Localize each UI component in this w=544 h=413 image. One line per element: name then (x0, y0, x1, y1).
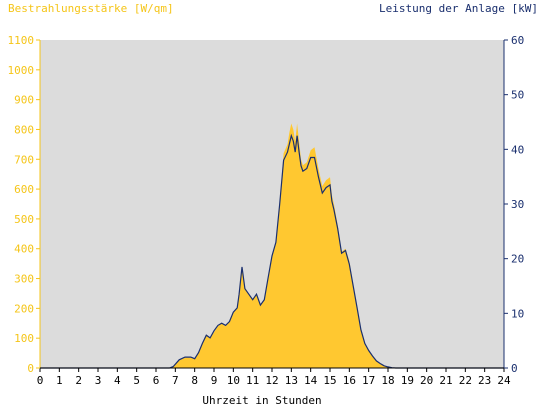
y-left-tick-label: 400 (14, 243, 34, 256)
x-tick-label: 13 (285, 374, 298, 387)
y-right-tick-label: 40 (511, 143, 524, 156)
right-axis-title: Leistung der Anlage [kW] (379, 2, 538, 15)
x-tick-label: 10 (227, 374, 240, 387)
y-left-tick-label: 800 (14, 123, 34, 136)
y-right-tick-label: 20 (511, 253, 524, 266)
x-tick-label: 12 (265, 374, 278, 387)
y-right-tick-label: 50 (511, 89, 524, 102)
series-line-power (40, 133, 504, 369)
y-left-tick-label: 0 (27, 362, 34, 375)
y-right-tick-label: 60 (511, 34, 524, 47)
x-tick-label: 7 (172, 374, 179, 387)
y-left-tick-label: 500 (14, 213, 34, 226)
left-axis-title: Bestrahlungsstärke [W/qm] (8, 2, 174, 15)
x-tick-label: 23 (478, 374, 491, 387)
x-tick-label: 20 (420, 374, 433, 387)
y-left-tick-label: 300 (14, 273, 34, 286)
y-left-tick-label: 200 (14, 302, 34, 315)
y-left-tick-label: 600 (14, 183, 34, 196)
x-tick-label: 24 (497, 374, 511, 387)
x-tick-label: 17 (362, 374, 375, 387)
y-right-tick-label: 30 (511, 198, 524, 211)
x-tick-label: 11 (246, 374, 259, 387)
y-left-tick-label: 900 (14, 94, 34, 107)
y-right-tick-label: 0 (511, 362, 518, 375)
y-left-tick-label: 100 (14, 332, 34, 345)
x-tick-label: 21 (439, 374, 452, 387)
x-tick-label: 4 (114, 374, 121, 387)
axes-layer: 0 1 2 3 4 5 6 7 8 9 10 11 12 13 14 15 16 17 18 19 20 21 22 23 24… (8, 34, 525, 387)
x-tick-label: 18 (381, 374, 394, 387)
y-left-tick-label: 700 (14, 153, 34, 166)
x-tick-label: 6 (153, 374, 160, 387)
x-tick-label: 2 (75, 374, 82, 387)
x-tick-label: 19 (401, 374, 414, 387)
x-tick-label: 5 (133, 374, 140, 387)
y-left-tick-label: 1100 (8, 34, 35, 47)
y-left-tick-label: 1000 (8, 64, 35, 77)
series-layer (40, 123, 504, 369)
x-tick-label: 22 (459, 374, 472, 387)
x-tick-label: 3 (95, 374, 102, 387)
x-axis-title: Uhrzeit in Stunden (202, 394, 321, 407)
x-tick-label: 1 (56, 374, 63, 387)
series-area-irradiance (40, 123, 504, 368)
x-tick-label: 0 (37, 374, 44, 387)
y-right-tick-label: 10 (511, 307, 524, 320)
x-tick-label: 16 (343, 374, 356, 387)
x-tick-label: 15 (323, 374, 336, 387)
x-tick-label: 14 (304, 374, 318, 387)
x-tick-label: 9 (211, 374, 218, 387)
x-tick-label: 8 (191, 374, 198, 387)
